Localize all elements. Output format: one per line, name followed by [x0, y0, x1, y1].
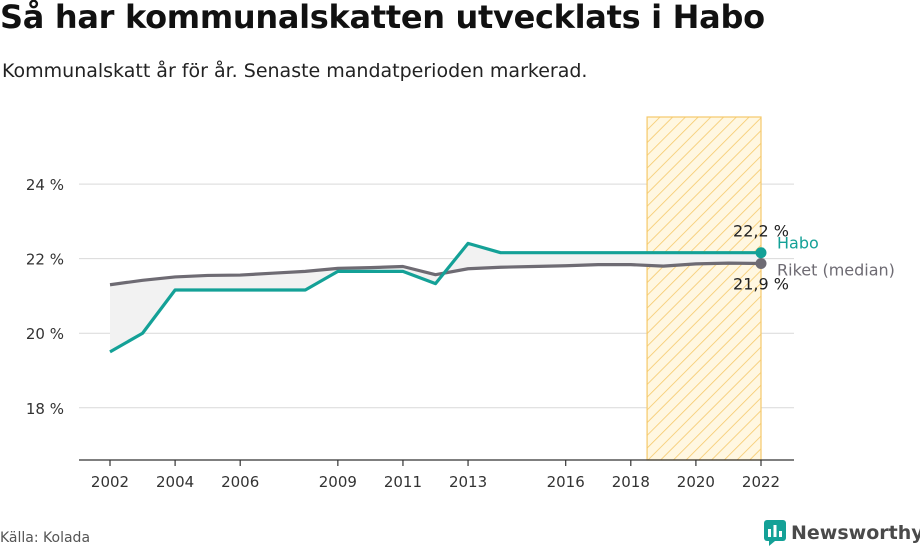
x-tick-label: 2009 — [319, 473, 357, 491]
brand-logo[interactable]: Newsworthy — [764, 520, 920, 546]
x-tick-label: 2004 — [156, 473, 194, 491]
riket-end-point — [755, 258, 767, 270]
habo-line — [109, 241, 761, 354]
x-axis — [79, 459, 794, 466]
series-end-points — [755, 247, 767, 270]
y-axis-tick-labels: 18 % 20 % 22 % 24 % — [26, 176, 64, 418]
x-tick-label: 2016 — [547, 473, 585, 491]
y-tick-label: 18 % — [26, 400, 64, 418]
x-tick-label: 2011 — [384, 473, 422, 491]
chart-subtitle: Kommunalskatt år för år. Senaste mandatp… — [2, 60, 588, 82]
x-tick-label: 2006 — [221, 473, 259, 491]
highlight-band — [646, 116, 762, 461]
riket-value-label: 21,9 % — [733, 275, 789, 294]
y-tick-label: 24 % — [26, 176, 64, 194]
newsworthy-logo-icon — [764, 520, 786, 546]
x-tick-label: 2022 — [742, 473, 780, 491]
x-tick-label: 2013 — [449, 473, 487, 491]
riket-series-label: Riket (median) — [777, 261, 895, 280]
source-note: Källa: Kolada — [0, 530, 91, 546]
brand-name: Newsworthy — [791, 522, 920, 544]
riket-line — [109, 261, 762, 287]
habo-end-point — [755, 247, 767, 259]
mandate-period-highlight — [646, 116, 762, 461]
x-axis-tick-labels: 2002 2004 2006 2009 2011 2013 2016 2018 2020 2022 — [91, 473, 780, 491]
chart-title: Så har kommunalskatten utvecklats i Habo — [0, 0, 765, 36]
x-tick-label: 2018 — [612, 473, 650, 491]
x-tick-label: 2020 — [677, 473, 715, 491]
habo-value-label: 22,2 % — [733, 222, 789, 241]
series-labels: 22,2 %Habo Riket (median)21,9 % — [733, 222, 895, 294]
x-tick-label: 2002 — [91, 473, 129, 491]
y-tick-label: 20 % — [26, 325, 64, 343]
series-lines — [109, 241, 762, 354]
y-tick-label: 22 % — [26, 251, 64, 269]
habo-series-label: Habo — [777, 234, 819, 253]
